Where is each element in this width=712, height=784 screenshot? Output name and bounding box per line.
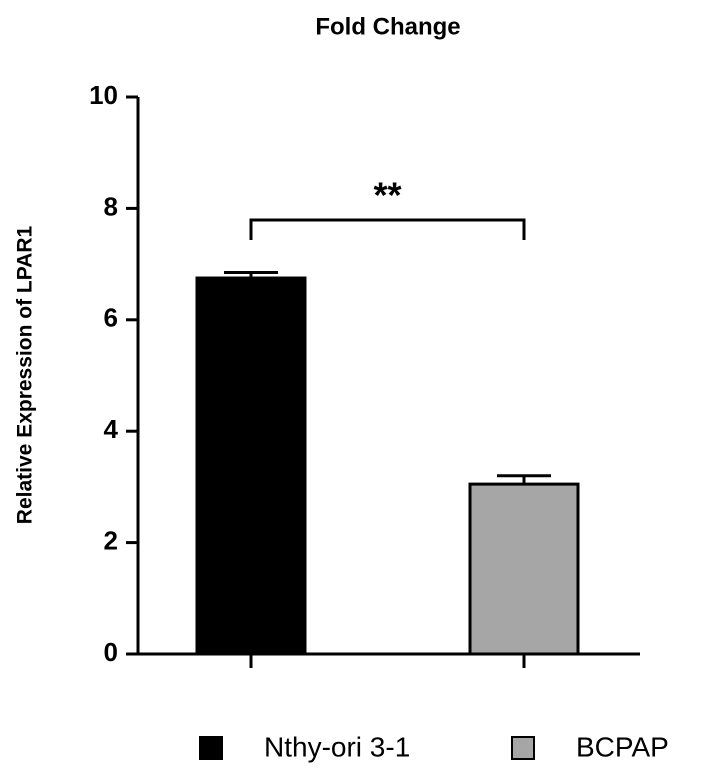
y-tick-label: 4	[104, 414, 119, 444]
y-tick-label: 10	[89, 80, 118, 110]
significance-bracket	[249, 218, 526, 240]
legend-swatch	[199, 736, 223, 760]
y-tick-label: 2	[104, 525, 118, 555]
y-tick-label: 6	[104, 303, 118, 333]
legend-label: BCPAP	[576, 731, 669, 762]
chart-title: Fold Change	[315, 13, 460, 40]
y-tick-label: 8	[104, 191, 118, 221]
y-axis-label: Relative Expression of LPAR1	[14, 225, 37, 524]
legend-label: Nthy-ori 3-1	[264, 731, 410, 762]
significance-label: **	[373, 175, 401, 216]
y-tick-label: 0	[104, 637, 118, 667]
legend-swatch	[511, 736, 535, 760]
bar	[468, 482, 580, 656]
bar	[195, 276, 307, 656]
